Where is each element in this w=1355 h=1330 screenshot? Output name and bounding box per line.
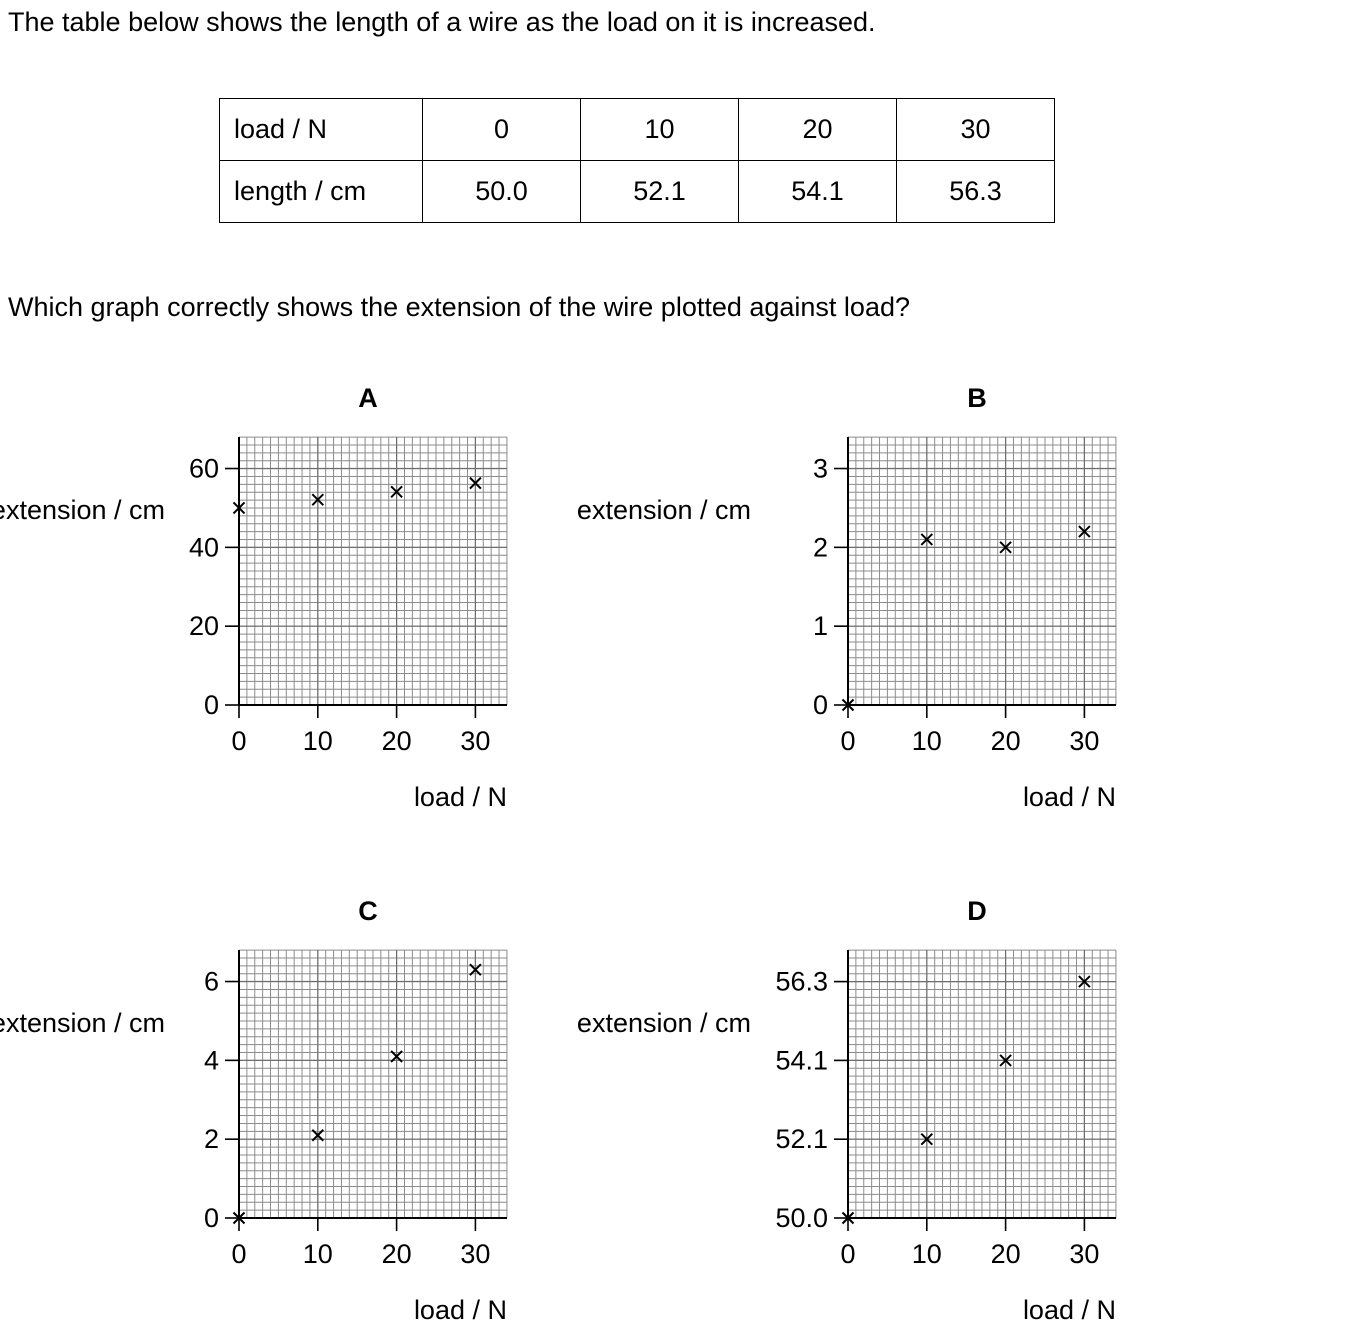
data-point bbox=[311, 1129, 325, 1142]
marker-stroke bbox=[311, 1129, 325, 1142]
x-tick-label: 30 bbox=[1069, 1239, 1099, 1269]
y-tick-label: 52.1 bbox=[775, 1124, 828, 1154]
data-point bbox=[841, 1211, 855, 1225]
marker-stroke bbox=[841, 1211, 855, 1225]
table-row: length / cm 50.0 52.1 54.1 56.3 bbox=[219, 160, 1055, 223]
marker-stroke bbox=[469, 963, 482, 976]
x-tick-label: 30 bbox=[460, 726, 490, 756]
table-cell: 30 bbox=[896, 98, 1055, 161]
table-cell: 50.0 bbox=[422, 160, 581, 223]
intro-text: The table below shows the length of a wi… bbox=[8, 7, 876, 37]
table-cell: 10 bbox=[580, 98, 739, 161]
marker-stroke bbox=[920, 533, 934, 546]
data-point bbox=[390, 1050, 403, 1063]
data-point bbox=[311, 493, 325, 506]
data-point bbox=[1078, 975, 1091, 988]
y-tick-label: 2 bbox=[813, 532, 828, 562]
marker-stroke bbox=[1078, 975, 1091, 988]
data-point bbox=[920, 1132, 934, 1146]
x-tick-label: 30 bbox=[460, 1239, 490, 1269]
table-cell: 52.1 bbox=[580, 160, 739, 223]
y-tick-label: 6 bbox=[204, 967, 219, 997]
data-point bbox=[1078, 525, 1091, 538]
y-tick-label: 54.1 bbox=[775, 1045, 828, 1075]
x-axis-label: load / N bbox=[1023, 782, 1116, 812]
y-axis-label: extension / cm bbox=[0, 1008, 165, 1038]
data-point bbox=[390, 485, 403, 498]
data-point bbox=[469, 963, 482, 976]
marker-stroke bbox=[999, 1054, 1012, 1067]
y-tick-label: 4 bbox=[204, 1045, 219, 1075]
graph-title: A bbox=[358, 383, 378, 413]
y-axis-label: extension / cm bbox=[0, 495, 165, 525]
y-tick-label: 2 bbox=[204, 1124, 219, 1154]
data-point bbox=[841, 698, 855, 712]
marker-stroke bbox=[311, 493, 325, 506]
x-tick-label: 20 bbox=[991, 1239, 1021, 1269]
marker-stroke bbox=[232, 501, 246, 515]
y-tick-label: 60 bbox=[189, 454, 219, 484]
x-axis-label: load / N bbox=[1023, 1295, 1116, 1325]
data-point bbox=[232, 501, 246, 515]
x-tick-label: 10 bbox=[303, 726, 333, 756]
question-text: Which graph correctly shows the extensio… bbox=[8, 292, 910, 322]
y-tick-label: 20 bbox=[189, 611, 219, 641]
table-cell: 56.3 bbox=[896, 160, 1055, 223]
x-tick-label: 0 bbox=[231, 726, 246, 756]
x-axis-label: load / N bbox=[414, 1295, 507, 1325]
x-tick-label: 20 bbox=[382, 1239, 412, 1269]
marker-stroke bbox=[390, 1050, 403, 1063]
data-point bbox=[469, 476, 482, 490]
x-tick-label: 20 bbox=[991, 726, 1021, 756]
graph-title: C bbox=[358, 896, 378, 926]
data-point bbox=[999, 1054, 1012, 1067]
marker-stroke bbox=[920, 1132, 934, 1146]
marker-stroke bbox=[841, 698, 855, 712]
y-tick-label: 0 bbox=[813, 690, 828, 720]
data-point bbox=[920, 533, 934, 546]
marker-stroke bbox=[390, 485, 403, 498]
y-tick-label: 1 bbox=[813, 611, 828, 641]
x-tick-label: 30 bbox=[1069, 726, 1099, 756]
y-axis-label: extension / cm bbox=[577, 1008, 751, 1038]
x-tick-label: 10 bbox=[912, 726, 942, 756]
y-axis-label: extension / cm bbox=[577, 495, 751, 525]
table-cell: 54.1 bbox=[738, 160, 897, 223]
x-tick-label: 0 bbox=[840, 1239, 855, 1269]
x-tick-label: 10 bbox=[912, 1239, 942, 1269]
x-tick-label: 10 bbox=[303, 1239, 333, 1269]
marker-stroke bbox=[999, 541, 1012, 554]
y-tick-label: 0 bbox=[204, 690, 219, 720]
y-tick-label: 50.0 bbox=[775, 1203, 828, 1233]
x-tick-label: 20 bbox=[382, 726, 412, 756]
marker-stroke bbox=[1078, 525, 1091, 538]
x-tick-label: 0 bbox=[231, 1239, 246, 1269]
data-table: load / N 0 10 20 30 length / cm 50.0 52.… bbox=[219, 98, 1055, 223]
graph-title: B bbox=[967, 383, 987, 413]
data-point bbox=[999, 541, 1012, 554]
data-point bbox=[232, 1211, 246, 1225]
y-tick-label: 3 bbox=[813, 454, 828, 484]
y-tick-label: 56.3 bbox=[775, 967, 828, 997]
x-axis-label: load / N bbox=[414, 782, 507, 812]
y-tick-label: 0 bbox=[204, 1203, 219, 1233]
x-tick-label: 0 bbox=[840, 726, 855, 756]
y-tick-label: 40 bbox=[189, 532, 219, 562]
marker-stroke bbox=[469, 476, 482, 490]
row-label: load / N bbox=[219, 98, 423, 161]
graph-title: D bbox=[967, 896, 987, 926]
marker-stroke bbox=[232, 1211, 246, 1225]
